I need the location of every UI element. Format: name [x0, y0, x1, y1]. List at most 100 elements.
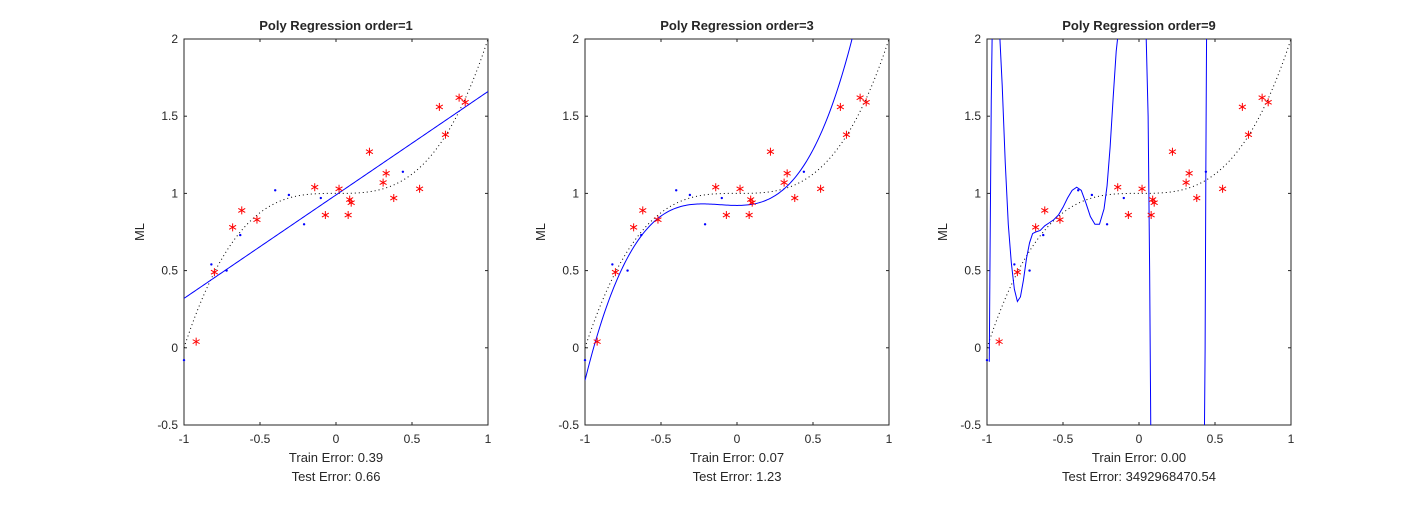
train-point	[736, 184, 744, 193]
train-point-stroke	[783, 170, 791, 176]
train-point-stroke	[1258, 95, 1266, 101]
x-tick-label: 0	[734, 432, 741, 446]
y-tick-label: 1.5	[161, 109, 178, 123]
train-point-stroke	[347, 200, 355, 206]
train-point-stroke	[1218, 186, 1227, 192]
train-point-stroke	[1193, 195, 1201, 201]
true-function-line	[987, 39, 1291, 348]
train-point	[192, 337, 200, 346]
train-point-stroke	[344, 212, 352, 218]
train-point-stroke	[379, 180, 387, 186]
train-point	[382, 169, 390, 178]
train-point	[1244, 130, 1253, 139]
test-point	[611, 263, 614, 266]
train-point	[1238, 102, 1247, 111]
train-point	[1138, 184, 1146, 193]
x-tick-label: 0.5	[404, 432, 421, 446]
train-point	[629, 223, 638, 232]
train-point	[415, 184, 424, 193]
train-point-stroke	[745, 212, 753, 218]
train-point-stroke	[415, 186, 424, 192]
train-point	[862, 98, 870, 107]
train-point	[1147, 211, 1155, 220]
train-point-stroke	[1244, 132, 1253, 138]
x-tick-label: 0.5	[805, 432, 822, 446]
train-point-stroke	[736, 186, 744, 192]
test-point	[287, 193, 291, 197]
train-error-label: Train Error: 0.07	[690, 450, 784, 465]
train-point-stroke	[1182, 180, 1190, 186]
y-tick-label: 0	[171, 341, 178, 355]
train-point	[253, 215, 261, 224]
train-point-stroke	[321, 212, 330, 218]
train-point-stroke	[1056, 217, 1064, 223]
plot-area	[987, 39, 1291, 425]
train-point-stroke	[1031, 224, 1040, 230]
test-point	[1105, 223, 1109, 226]
chart-title: Poly Regression order=9	[1062, 18, 1216, 33]
test-point	[703, 223, 707, 226]
train-point-stroke	[995, 339, 1003, 345]
axes-box	[986, 38, 1292, 426]
test-point	[640, 233, 643, 237]
train-point	[455, 93, 463, 102]
test-error-label: Test Error: 3492968470.54	[1062, 469, 1216, 484]
true-function-line	[184, 39, 488, 348]
train-point-stroke	[1041, 207, 1049, 213]
y-tick-label: 1.5	[562, 109, 579, 123]
train-point	[780, 178, 788, 187]
train-point-stroke	[382, 170, 390, 176]
axes-box	[183, 38, 489, 426]
plot-area	[585, 39, 889, 381]
test-point	[302, 223, 306, 226]
train-point-stroke	[842, 132, 851, 138]
test-point	[675, 189, 678, 192]
test-point	[802, 170, 806, 173]
train-point	[1182, 178, 1190, 187]
test-point	[274, 189, 277, 192]
train-point	[335, 184, 343, 193]
train-point	[1013, 268, 1022, 277]
y-tick-label: 0.5	[562, 264, 579, 278]
train-point	[210, 268, 219, 277]
train-point	[365, 147, 374, 156]
train-point	[379, 178, 387, 187]
y-tick-label: 2	[171, 32, 178, 46]
train-point-stroke	[862, 99, 870, 105]
y-tick-label: 0.5	[964, 264, 981, 278]
train-point-stroke	[611, 269, 620, 275]
train-point-stroke	[856, 95, 864, 101]
test-point	[985, 358, 989, 362]
train-point-stroke	[1168, 149, 1177, 155]
train-point	[347, 198, 355, 207]
x-tick-label: -0.5	[250, 432, 271, 446]
train-point	[611, 268, 620, 277]
train-point	[1185, 169, 1193, 178]
test-point	[688, 193, 692, 197]
test-point	[210, 263, 213, 266]
train-point-stroke	[345, 197, 354, 203]
x-tick-label: 0.5	[1207, 432, 1224, 446]
train-point-stroke	[1013, 269, 1022, 275]
train-point	[435, 102, 444, 111]
x-tick-label: -1	[179, 432, 190, 446]
train-point-stroke	[228, 224, 237, 230]
train-point-stroke	[390, 195, 398, 201]
train-point	[311, 183, 319, 192]
train-point-stroke	[593, 339, 601, 345]
train-point-stroke	[629, 224, 638, 230]
y-axis-label: ML	[533, 223, 548, 241]
train-error-label: Train Error: 0.39	[289, 450, 383, 465]
train-point	[228, 223, 237, 232]
test-error-label: Test Error: 0.66	[292, 469, 381, 484]
train-point	[766, 147, 775, 156]
fitted-curve	[184, 91, 488, 299]
y-axis-label: ML	[935, 223, 950, 241]
train-point-stroke	[766, 149, 775, 155]
train-point-stroke	[253, 217, 261, 223]
y-tick-label: 1	[974, 186, 981, 200]
